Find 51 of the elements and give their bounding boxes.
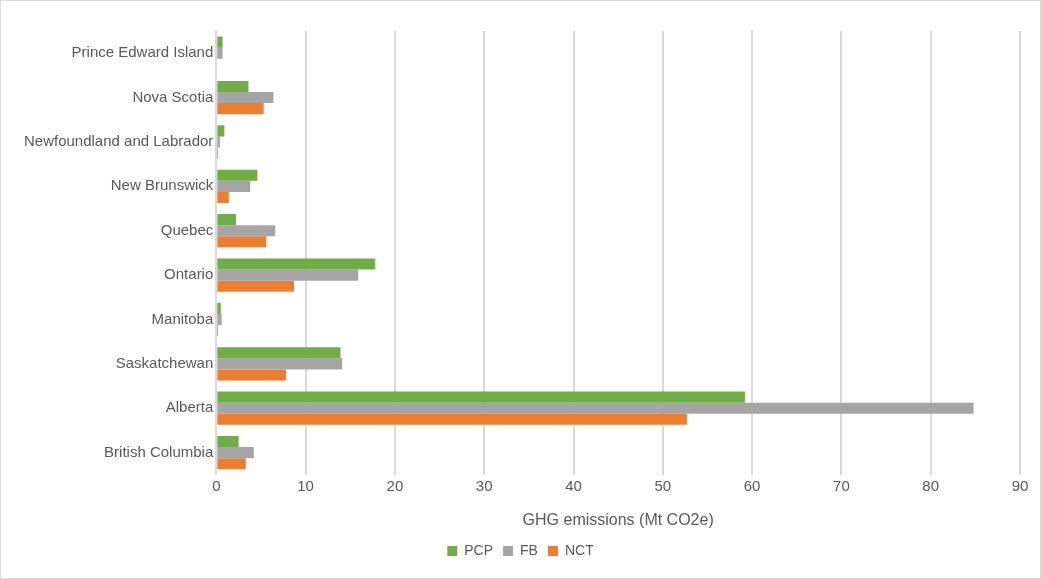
bar (217, 180, 251, 192)
bar (217, 347, 341, 359)
bar (217, 225, 276, 237)
x-tick-label: 30 (475, 476, 493, 494)
y-tick-label: Ontario (164, 265, 214, 283)
bar (217, 236, 267, 248)
bar (217, 313, 222, 326)
bar (217, 103, 264, 115)
bar (217, 92, 274, 104)
bar (217, 280, 294, 292)
y-tick-label: New Brunswick (110, 176, 214, 194)
bar (217, 269, 359, 281)
x-tick-label: 10 (297, 476, 314, 494)
legend-label: NCT (564, 541, 595, 558)
bar (217, 358, 343, 370)
x-tick-label: 70 (833, 476, 850, 494)
legend-label: PCP (464, 541, 494, 558)
y-tick-label: Prince Edward Island (71, 43, 214, 61)
bar (217, 47, 223, 59)
bar (217, 435, 239, 448)
bar (217, 402, 974, 414)
y-tick-label: Nova Scotia (132, 87, 214, 105)
y-tick-label: Quebec (160, 220, 214, 238)
bar (217, 36, 223, 48)
bar (217, 191, 229, 203)
x-tick-label: 20 (386, 476, 404, 494)
bar (217, 258, 376, 270)
x-tick-label: 0 (212, 476, 221, 494)
bar (217, 369, 286, 381)
bar (217, 413, 687, 425)
x-tick-label: 90 (1011, 476, 1029, 494)
bar (217, 136, 220, 148)
bar (217, 169, 258, 181)
x-tick-label: 40 (565, 476, 582, 494)
x-tick-label: 50 (654, 476, 672, 494)
y-tick-label: Newfoundland and Labrador (24, 132, 214, 150)
x-axis-title: GHG emissions (Mt CO2e) (522, 510, 714, 528)
bar (217, 391, 745, 403)
bar (217, 302, 221, 314)
bar (217, 80, 249, 93)
bar (217, 447, 254, 459)
x-tick-label: 80 (922, 476, 940, 494)
y-tick-label: British Columbia (104, 442, 214, 460)
y-tick-label: Alberta (165, 398, 214, 416)
y-tick-label: Saskatchewan (115, 353, 214, 371)
bar (217, 214, 236, 226)
bar (217, 458, 246, 470)
x-tick-label: 60 (743, 476, 761, 494)
bar (217, 125, 225, 137)
legend-label: FB (520, 541, 538, 558)
y-tick-label: Manitoba (151, 309, 214, 327)
